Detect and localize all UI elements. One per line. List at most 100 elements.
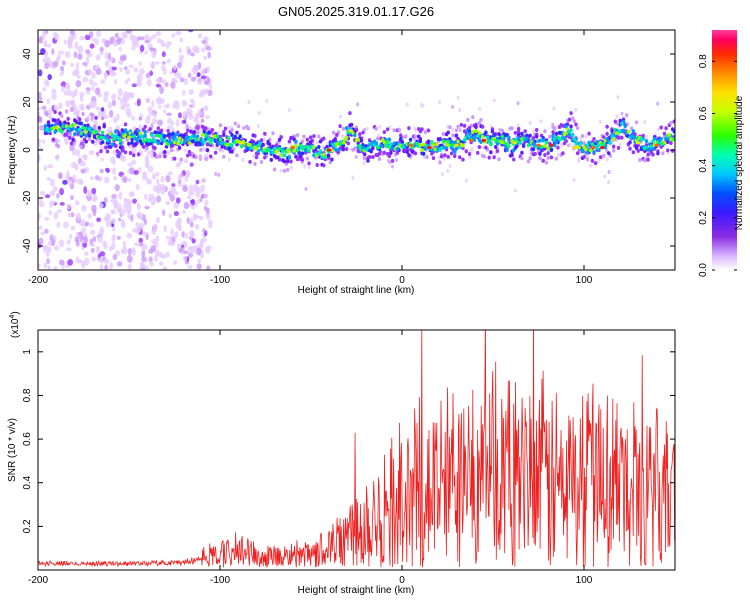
spectrogram-cell [143, 218, 148, 226]
spectrogram-cell [40, 48, 46, 55]
spectrogram-cell [322, 163, 326, 168]
spectrogram-cell [131, 147, 137, 155]
spectrogram-cell [613, 119, 618, 124]
spectrogram-cell [153, 255, 158, 263]
spectrogram-cell [189, 222, 194, 228]
spectrogram-cell [46, 176, 51, 181]
spectrogram-cell [235, 153, 239, 158]
spectrogram-cell [95, 246, 101, 251]
spectrogram-cell [487, 155, 491, 160]
spectrogram-cell [472, 134, 477, 139]
spectrogram-cell [549, 148, 554, 153]
spectrogram-cell [620, 111, 624, 116]
spectrogram-cell [67, 179, 73, 186]
spectrogram-cell [209, 154, 213, 159]
spectrogram-cell [449, 151, 454, 156]
spectrogram-cell [141, 250, 146, 258]
spectrogram-cell [672, 129, 675, 134]
spectrogram-cell [439, 154, 444, 159]
spectrogram-cell [206, 265, 211, 270]
snr-y-label: SNR (10 * v/v) [7, 418, 18, 482]
spectrogram-cell [202, 89, 209, 95]
spectrogram-cell [286, 159, 290, 164]
spectrogram-cell [354, 154, 358, 159]
spectrogram-cell [602, 135, 606, 140]
spectrogram-cell [477, 145, 482, 150]
spectrogram-cell [147, 106, 153, 112]
spectrogram-cell [302, 134, 306, 139]
spectrogram-cell [201, 40, 207, 45]
spectrogram-cell [439, 145, 444, 150]
spectrogram-cell [453, 140, 457, 145]
spectrogram-cell [186, 171, 191, 177]
spectrogram-cell [118, 47, 122, 52]
spectrogram-cell [497, 132, 501, 137]
snr-x-tick-label: 0 [399, 575, 405, 586]
spectrogram-cell [89, 43, 95, 49]
spectrogram-cell [295, 133, 300, 138]
spectrogram-cell [39, 190, 46, 196]
spectrogram-cell [120, 249, 125, 254]
spectrogram-cell [71, 161, 78, 169]
spectrogram-cell [111, 93, 117, 101]
spectrogram-cell [153, 113, 157, 119]
spectrogram-cell [187, 72, 192, 79]
spectrogram-cell [47, 74, 52, 81]
spectrogram-cell [528, 156, 532, 161]
spectrogram-cell [169, 148, 174, 153]
spectrogram-cell [456, 139, 460, 144]
spectrogram-cell [554, 140, 559, 145]
spectrogram-cell [366, 158, 370, 163]
spectrogram-cell [456, 124, 460, 129]
spectrogram-cell [216, 130, 220, 135]
spectrogram-cell [173, 201, 179, 209]
spectrogram-cell [618, 118, 622, 123]
spectrogram-cell [638, 158, 642, 163]
spectrogram-cell [274, 155, 278, 160]
spectrogram-cell [641, 133, 645, 138]
spectrogram-cell [479, 117, 483, 122]
spectrogram-cell [159, 128, 164, 133]
spectrogram-cell [172, 104, 177, 109]
spectrogram-cell [344, 146, 349, 151]
spectrogram-cell [534, 128, 539, 133]
spectrogram-cell [158, 261, 164, 267]
spectrogram-cell [389, 142, 393, 147]
spectrogram-cell [186, 135, 190, 140]
spectrogram-cell [577, 156, 581, 161]
spectrogram-cell [51, 88, 57, 94]
spectrogram-cell [85, 115, 91, 122]
spectrogram-cell [186, 217, 190, 224]
spectrogram-hotspot [512, 141, 518, 145]
spectrogram-cell [353, 146, 357, 151]
spectrogram-cell [533, 152, 537, 157]
spectrogram-cell [97, 128, 102, 133]
spectrogram-cell [178, 160, 183, 166]
spectrogram-cell [467, 132, 472, 137]
spectrogram-cell [111, 66, 117, 71]
spectrogram-cell [227, 135, 231, 140]
spectrogram-cell [538, 156, 542, 161]
spectrogram-cell [100, 130, 105, 135]
spectrogram-cell [110, 198, 116, 203]
spectrogram-cell [100, 140, 105, 145]
spectrogram-cell [651, 139, 655, 144]
spectrogram-cell [595, 145, 599, 150]
spectrogram-cell [579, 141, 583, 146]
spectrogram-cell [169, 140, 174, 145]
spectrogram-cell [175, 30, 182, 36]
spectrogram-cell [70, 225, 76, 231]
spectrogram-cell [202, 228, 206, 233]
spectrogram-cell [91, 187, 97, 195]
spectrogram-cell [193, 186, 199, 193]
spectrogram-cell [582, 141, 586, 146]
spectrogram-cell [128, 64, 134, 69]
spectrogram-cell [196, 72, 201, 78]
spectrogram-cell [202, 139, 206, 144]
spectrogram-cell [88, 150, 95, 156]
spectrogram-cell [186, 49, 192, 56]
spectrogram-y-tick-label: 0 [22, 147, 33, 153]
spectrogram-cell [367, 154, 372, 159]
spectrogram-cell [277, 137, 282, 142]
